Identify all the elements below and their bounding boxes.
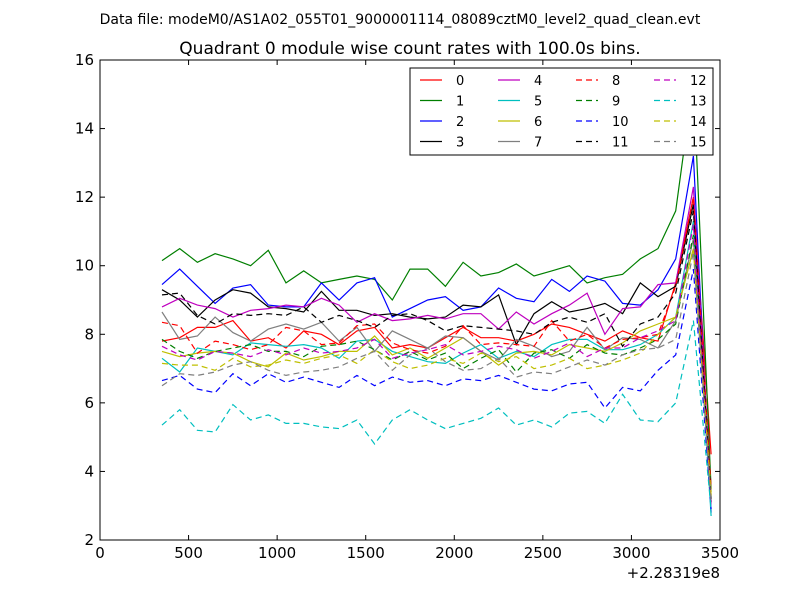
legend-label-13: 13 [690, 95, 707, 110]
legend-label-0: 0 [456, 74, 464, 89]
chart-title: Quadrant 0 module wise count rates with … [179, 39, 640, 59]
legend-label-15: 15 [690, 136, 707, 151]
legend-label-3: 3 [456, 136, 464, 151]
plot-area-frame [99, 59, 721, 541]
legend-label-5: 5 [534, 95, 542, 110]
series-line-1 [161, 80, 712, 489]
x-tick-label: 500 [174, 544, 203, 562]
series-line-5 [161, 220, 712, 517]
legend-label-9: 9 [612, 95, 620, 110]
x-tick-label: 3000 [612, 544, 650, 562]
x-tick-label: 2500 [524, 544, 562, 562]
series-line-10 [161, 268, 712, 510]
legend-label-11: 11 [612, 136, 629, 151]
legend-label-7: 7 [534, 136, 542, 151]
y-tick-label: 8 [84, 325, 94, 343]
series-line-13 [161, 320, 712, 510]
series-line-0 [161, 196, 712, 455]
y-tick-label: 2 [84, 531, 94, 549]
series-line-9 [161, 234, 712, 499]
legend-label-1: 1 [456, 95, 464, 110]
series-line-6 [161, 248, 712, 493]
legend-label-12: 12 [690, 74, 707, 89]
legend-label-14: 14 [690, 115, 707, 130]
legend-label-2: 2 [456, 115, 464, 130]
series-line-12 [161, 224, 712, 506]
x-tick-label: 3500 [701, 544, 739, 562]
y-tick-label: 10 [75, 257, 94, 275]
series-line-14 [161, 248, 712, 496]
y-tick-label: 6 [84, 394, 94, 412]
y-tick-label: 16 [75, 51, 94, 69]
series-line-2 [161, 155, 712, 513]
legend-label-8: 8 [612, 74, 620, 89]
y-tick-label: 12 [75, 188, 94, 206]
x-tick-label: 2000 [435, 544, 473, 562]
x-tick-label: 1500 [347, 544, 385, 562]
series-line-4 [161, 186, 712, 496]
y-tick-label: 4 [84, 462, 94, 480]
data-file-label: Data file: modeM0/AS1A02_055T01_90000011… [100, 12, 701, 28]
legend-label-10: 10 [612, 115, 629, 130]
legend-box [409, 67, 714, 156]
series-layer [161, 80, 712, 517]
x-axis-offset-label: +2.28319e8 [627, 564, 720, 582]
series-line-15 [161, 251, 712, 503]
series-line-8 [161, 196, 712, 489]
x-tick-label: 1000 [258, 544, 296, 562]
x-tick-label: 0 [95, 544, 105, 562]
legend-label-6: 6 [534, 115, 542, 130]
y-tick-label: 14 [75, 120, 94, 138]
legend-label-4: 4 [534, 74, 542, 89]
